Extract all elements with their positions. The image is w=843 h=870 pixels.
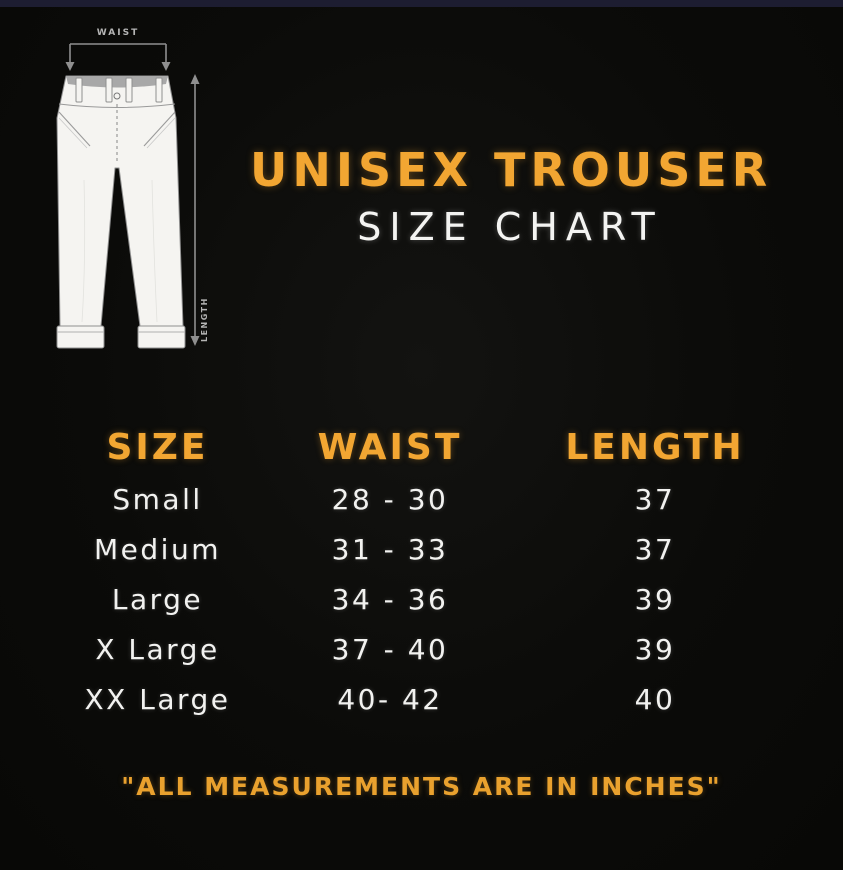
- top-border: [0, 0, 843, 7]
- waist-label: WAIST: [97, 28, 139, 38]
- waist-arrow-right: [161, 62, 171, 71]
- waist-bracket: [69, 43, 167, 62]
- table-row: X Large 37 - 40 39: [30, 624, 843, 674]
- cell-length: 37: [634, 482, 676, 516]
- title-block: UNISEX TROUSER SIZE CHART: [250, 143, 770, 249]
- trouser-illustration: WAIST: [56, 28, 209, 349]
- cell-length: 39: [634, 632, 676, 666]
- cell-length: 40: [634, 682, 676, 716]
- poster-subtitle: SIZE CHART: [357, 205, 663, 249]
- cell-size: Medium: [94, 532, 221, 566]
- cell-size: Small: [112, 482, 203, 516]
- cell-length: 39: [634, 582, 676, 616]
- table-row: Small 28 - 30 37: [30, 474, 843, 524]
- trousers-shape: [56, 75, 186, 349]
- column-header-size: SIZE: [106, 426, 209, 468]
- measurement-note: "ALL MEASUREMENTS ARE IN INCHES": [121, 772, 722, 801]
- trouser-diagram: WAIST: [40, 20, 230, 365]
- cell-size: X Large: [95, 632, 220, 666]
- cell-size: XX Large: [84, 682, 231, 716]
- table-header-row: SIZE WAIST LENGTH: [30, 420, 843, 474]
- size-table: SIZE WAIST LENGTH Small 28 - 30 37 Mediu…: [0, 420, 843, 724]
- table-row: Large 34 - 36 39: [30, 574, 843, 624]
- cell-waist: 28 - 30: [331, 482, 449, 516]
- poster-title: UNISEX TROUSER: [250, 143, 773, 197]
- cell-waist: 31 - 33: [331, 532, 449, 566]
- column-header-length: LENGTH: [565, 426, 745, 468]
- cell-size: Large: [111, 582, 204, 616]
- cell-waist: 40- 42: [337, 682, 443, 716]
- column-header-waist: WAIST: [317, 426, 463, 468]
- waist-arrow-left: [65, 62, 75, 71]
- length-arrow: [190, 74, 200, 346]
- table-row: XX Large 40- 42 40: [30, 674, 843, 724]
- cell-waist: 37 - 40: [331, 632, 449, 666]
- table-row: Medium 31 - 33 37: [30, 524, 843, 574]
- cell-waist: 34 - 36: [331, 582, 449, 616]
- length-label: LENGTH: [200, 297, 209, 342]
- cell-length: 37: [634, 532, 676, 566]
